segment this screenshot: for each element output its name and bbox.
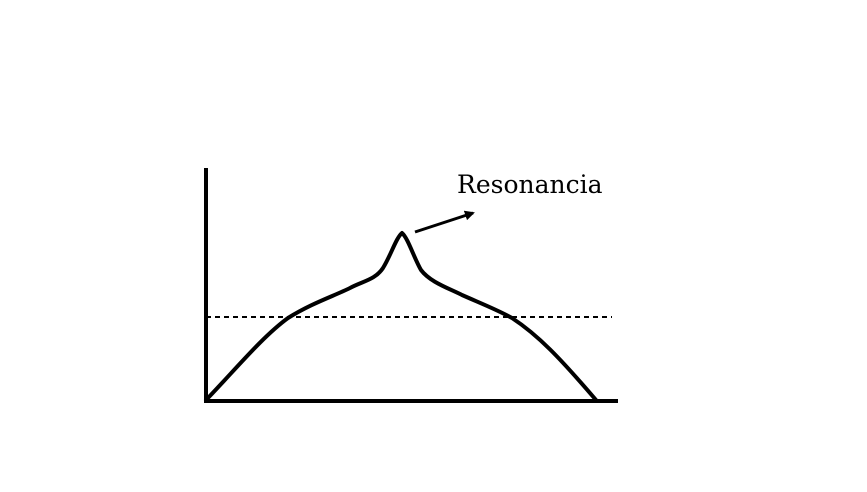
resonance-label: Resonancia [457, 170, 603, 199]
resonance-arrow [414, 210, 475, 234]
response-curve [204, 231, 598, 402]
